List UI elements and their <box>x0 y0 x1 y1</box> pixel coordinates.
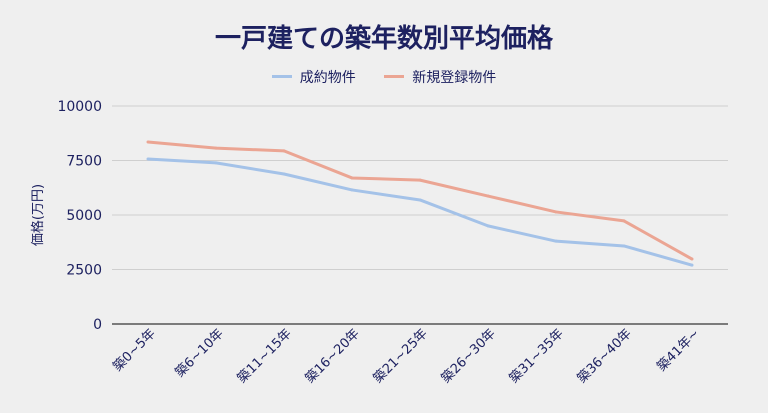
data-point <box>486 194 490 198</box>
data-point <box>214 146 218 150</box>
data-point <box>418 198 422 202</box>
x-tick-label: 築36~40年 <box>575 326 635 386</box>
x-tick-label: 築31~35年 <box>507 326 567 386</box>
y-tick-label: 0 <box>93 317 102 333</box>
legend-item: 新規登録物件 <box>384 67 496 87</box>
x-tick-label: 築11~15年 <box>235 326 295 386</box>
legend-label: 成約物件 <box>299 69 356 86</box>
data-point <box>418 178 422 182</box>
data-point <box>350 188 354 192</box>
x-tick-label: 築16~20年 <box>303 326 363 386</box>
legend-item: 成約物件 <box>271 67 356 87</box>
chart-title: 一戸建ての築年数別平均価格 <box>214 24 553 54</box>
data-point <box>282 149 286 153</box>
legend-swatch <box>271 75 292 78</box>
y-tick-label: 2500 <box>66 263 102 279</box>
x-tick-label: 築41年~ <box>654 326 702 374</box>
data-point <box>146 140 150 144</box>
y-tick-label: 5000 <box>66 208 102 224</box>
data-point <box>554 239 558 243</box>
y-tick-label: 7500 <box>66 154 102 170</box>
legend-swatch <box>384 75 405 78</box>
data-point <box>622 244 626 248</box>
data-point <box>214 161 218 165</box>
x-tick-label: 築26~30年 <box>439 326 499 386</box>
data-point <box>486 224 490 228</box>
legend-label: 新規登録物件 <box>412 69 497 86</box>
data-point <box>282 172 286 176</box>
legend: 成約物件 新規登録物件 <box>0 66 768 87</box>
data-point <box>622 219 626 223</box>
data-point <box>350 176 354 180</box>
data-point <box>690 257 694 261</box>
y-tick-label: 10000 <box>57 99 102 115</box>
data-point <box>146 157 150 161</box>
x-tick-label: 築6~10年 <box>173 326 227 380</box>
data-point <box>690 263 694 267</box>
x-tick-label: 築21~25年 <box>371 326 431 386</box>
series-line <box>147 157 693 267</box>
y-axis-label: 価格(万円) <box>30 184 46 246</box>
x-tick-label: 築0~5年 <box>110 326 158 374</box>
data-point <box>554 210 558 214</box>
